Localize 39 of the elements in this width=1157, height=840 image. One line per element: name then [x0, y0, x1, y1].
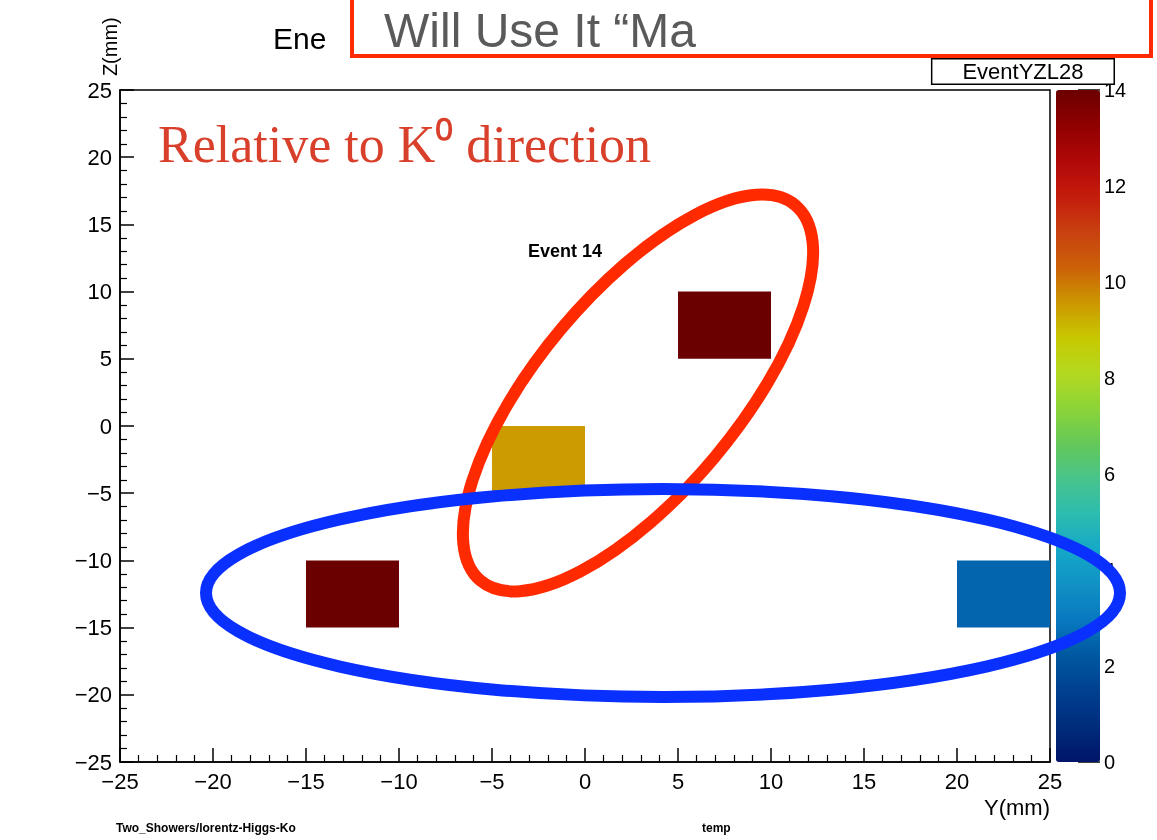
x-tick-label: 10 [758, 768, 784, 794]
y-tick-label: −20 [74, 682, 112, 708]
chart-title: Ene [273, 21, 327, 55]
y-tick-label: −15 [74, 615, 112, 641]
x-tick-label: −10 [380, 768, 418, 794]
bar [306, 560, 399, 628]
text: EventYZL28 [962, 59, 1084, 84]
color-bar-label: 8 [1104, 367, 1116, 389]
y-tick-label: 5 [99, 346, 112, 372]
color-bar-label: 10 [1104, 271, 1127, 293]
y-tick-label: −10 [74, 547, 112, 573]
y-tick-label: −5 [86, 480, 112, 506]
y-tick-label: 0 [99, 413, 112, 439]
x-tick-label: 20 [944, 768, 970, 794]
annotation: Relative to K⁰ direction [158, 115, 652, 173]
y-axis-title: Z(mm) [99, 17, 121, 77]
y-tick-label: 20 [87, 144, 112, 170]
y-tick-label: 10 [87, 279, 112, 305]
x-tick-label: −15 [287, 768, 325, 794]
color-bar-label: 2 [1104, 655, 1116, 677]
color-bar-label: 12 [1104, 175, 1127, 197]
x-tick-label: 5 [671, 768, 685, 794]
bar [678, 291, 771, 359]
text: Two_Showers/lorentz-Higgs-Ko [116, 821, 296, 835]
x-tick-label: 0 [578, 768, 592, 794]
y-tick-label: −25 [74, 749, 112, 775]
annotation: Event 14 [528, 241, 603, 261]
y-tick-label: 15 [87, 211, 112, 237]
text: temp [702, 821, 731, 835]
x-tick-label: −20 [194, 768, 232, 794]
color-bar-label: 6 [1104, 463, 1116, 485]
x-tick-label: 25 [1037, 768, 1063, 794]
text: Will Use It “Ma [350, 0, 1153, 58]
bar [957, 560, 1050, 628]
y-tick-label: 25 [87, 77, 112, 103]
x-tick-label: −5 [479, 768, 505, 794]
x-axis-title: Y(mm) [984, 794, 1050, 820]
x-tick-label: 15 [851, 768, 877, 794]
color-bar-label: 0 [1104, 751, 1116, 773]
